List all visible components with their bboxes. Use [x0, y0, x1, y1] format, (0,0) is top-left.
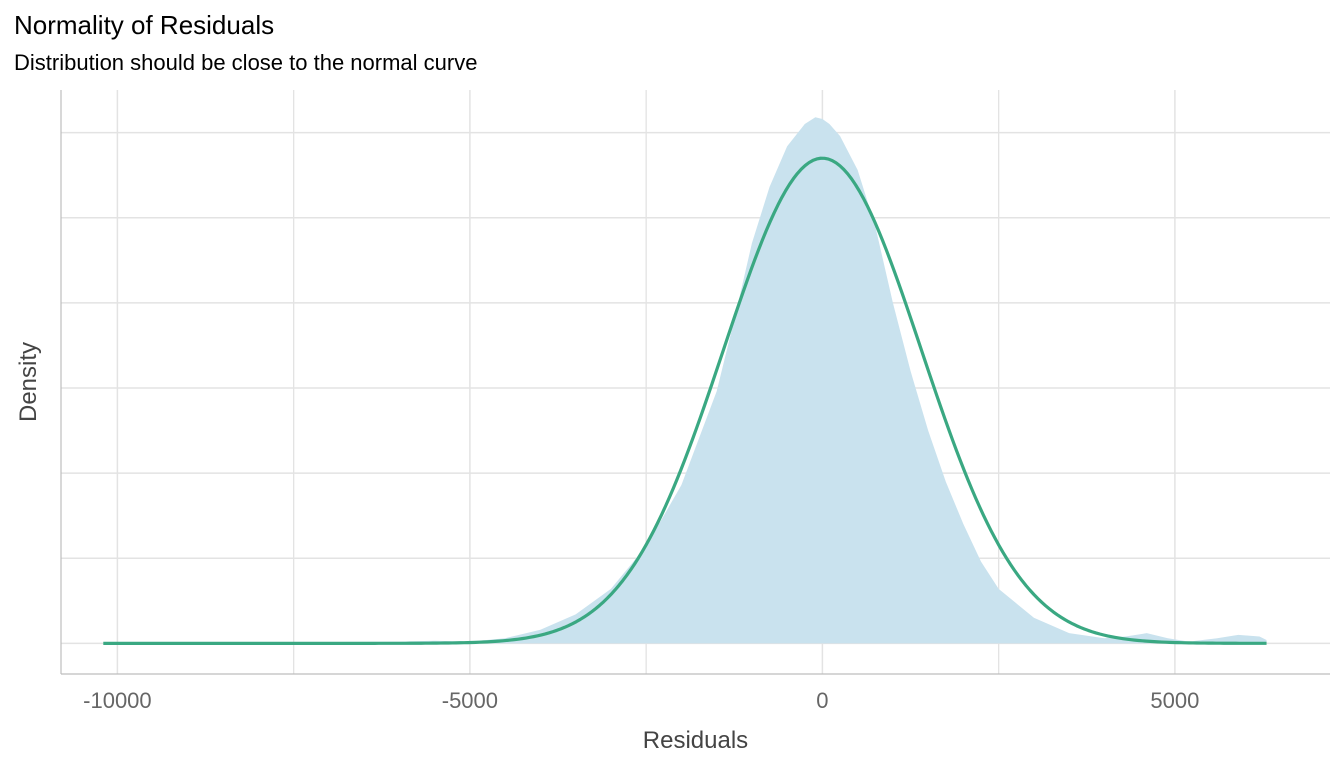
normal-curve-line	[103, 156, 1267, 645]
x-tick-labels: -10000 -5000 0 5000	[83, 688, 1199, 713]
axes	[60, 90, 1330, 675]
chart-title: Normality of Residuals	[14, 10, 275, 40]
x-tick-label: 5000	[1150, 688, 1199, 713]
data-layer	[103, 117, 1267, 645]
x-tick-label: 0	[816, 688, 828, 713]
residual-density-area	[103, 117, 1267, 644]
y-axis-label: Density	[15, 342, 42, 422]
chart-subtitle: Distribution should be close to the norm…	[14, 50, 478, 75]
x-axis-label: Residuals	[643, 727, 748, 754]
x-tick-label: -5000	[442, 688, 498, 713]
x-tick-label: -10000	[83, 688, 152, 713]
